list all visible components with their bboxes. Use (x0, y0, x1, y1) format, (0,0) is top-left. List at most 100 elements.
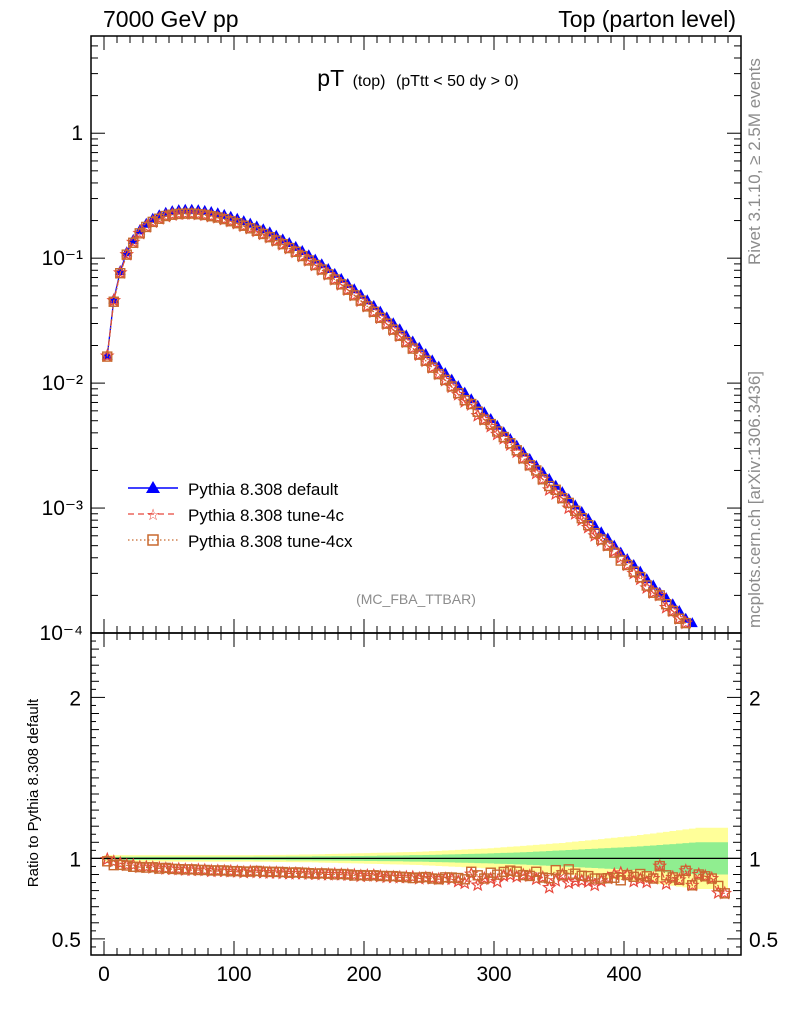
data-point (544, 480, 555, 492)
ratio-point (561, 875, 577, 890)
ratio-point (433, 873, 444, 885)
ratio-point (661, 870, 672, 881)
data-point (654, 586, 666, 597)
ratio-point (193, 864, 204, 876)
data-point (661, 599, 672, 610)
ratio-point (570, 868, 581, 879)
data-point (433, 368, 444, 380)
data-point (686, 617, 698, 628)
ratio-point (121, 860, 132, 871)
ratio-point (414, 872, 425, 883)
ratio-point (667, 872, 678, 883)
data-point (485, 418, 496, 430)
data-point (368, 306, 379, 318)
series-line (106, 213, 687, 624)
rivet-label: Rivet 3.1.10, ≥ 2.5M events (745, 58, 764, 265)
ratio-point (154, 863, 165, 874)
ratio-point (576, 870, 587, 881)
ratio-line (107, 860, 726, 894)
ratio-point (290, 867, 301, 878)
data-point (245, 223, 256, 234)
legend-entry-tune-4c: ☆ Pythia 8.308 tune-4c (128, 505, 344, 525)
data-point (102, 351, 113, 362)
ratio-point (407, 872, 418, 884)
data-point (563, 497, 574, 509)
legend-label-tune-4c: Pythia 8.308 tune-4c (188, 506, 344, 525)
ratio-point (128, 861, 139, 872)
x-tick-label: 400 (606, 963, 641, 986)
plot-title-main: pT (317, 65, 344, 91)
data-point (160, 210, 171, 222)
data-point (121, 246, 133, 257)
ratio-point (446, 872, 457, 883)
ratio-point (602, 873, 613, 884)
ratio-point (115, 859, 126, 871)
ratio-point (264, 866, 275, 878)
ratio-point (303, 868, 314, 879)
ratio-point (199, 864, 210, 876)
data-point (531, 465, 542, 476)
ratio-point (654, 860, 665, 872)
ratio-point (420, 871, 431, 883)
y-tick-label: 10⁻⁴ (40, 622, 83, 645)
ratio-point (329, 869, 340, 880)
ratio-point (297, 867, 308, 878)
ratio-point (583, 870, 594, 882)
data-point (622, 559, 633, 571)
data-point (550, 484, 561, 495)
data-point (485, 413, 497, 424)
ratio-point (700, 871, 711, 882)
legend-label-default: Pythia 8.308 default (188, 480, 339, 499)
ratio-point (427, 873, 438, 884)
ratio-point (219, 865, 230, 876)
ratio-point (674, 874, 685, 886)
ratio-point (693, 869, 704, 880)
ratio-point (472, 870, 483, 881)
ratio-point (544, 873, 555, 884)
data-point (186, 208, 197, 219)
ratio-point (628, 871, 639, 882)
y-tick-label: 10⁻³ (42, 497, 83, 520)
data-point (440, 374, 451, 386)
ratio-point (531, 866, 542, 877)
ratio-point (518, 869, 529, 881)
data-point (472, 406, 483, 417)
header-right: Top (parton level) (558, 6, 736, 32)
x-tick-label: 300 (476, 963, 511, 986)
data-point (154, 213, 165, 224)
y-tick-label: 10⁻¹ (42, 247, 83, 270)
data-point (264, 231, 275, 243)
ratio-point (537, 872, 548, 883)
ratio-point (310, 868, 321, 879)
series-0 (101, 203, 698, 628)
series-1 (99, 206, 694, 630)
mcplots-label: mcplots.cern.ch [arXiv:1306.3436] (745, 371, 764, 628)
ratio-point (141, 862, 152, 873)
ratio-point (134, 861, 145, 873)
data-point (466, 398, 477, 410)
ratio-point (180, 864, 191, 875)
plot-title: pT (top) (pTtt < 50 dy > 0) (317, 65, 518, 91)
ratio-panel: 0.5 0.5 1 1 2 2 0 100 200 300 400 (52, 632, 778, 986)
data-point (362, 301, 373, 312)
data-point (134, 228, 145, 239)
data-point (628, 566, 639, 577)
data-point (271, 235, 282, 246)
data-point (375, 312, 386, 324)
ratio-point (505, 865, 516, 876)
data-point (667, 605, 678, 617)
ratio-point (622, 869, 633, 881)
data-point (355, 295, 366, 306)
data-point (258, 228, 269, 240)
ratio-point (238, 866, 249, 877)
ratio-point (648, 873, 659, 884)
data-point (388, 324, 399, 335)
data-point (115, 268, 126, 279)
ratio-point (567, 873, 583, 888)
ratio-tick-label-right: 0.5 (749, 929, 778, 952)
data-point (589, 527, 600, 539)
data-point (530, 459, 542, 470)
series-line (106, 212, 687, 624)
data-point (492, 426, 503, 437)
plot-title-sub1: (top) (353, 73, 386, 90)
